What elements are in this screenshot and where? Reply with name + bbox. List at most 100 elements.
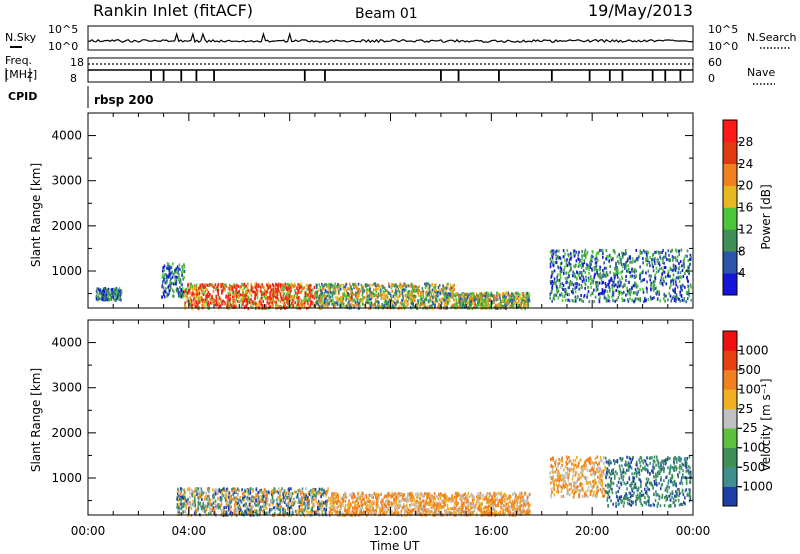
power-cell (432, 295, 435, 299)
velocity-cell (343, 493, 346, 497)
velocity-cell (305, 487, 307, 491)
velocity-cell (261, 491, 264, 495)
power-cell (489, 298, 492, 302)
velocity-cell (428, 508, 430, 512)
power-cell (411, 298, 414, 302)
power-cell (324, 283, 326, 287)
power-cell (658, 267, 661, 271)
power-cell (427, 286, 429, 290)
velocity-cell (268, 503, 271, 507)
velocity-cell (317, 492, 319, 496)
power-cell (488, 298, 491, 302)
power-cell (315, 286, 318, 290)
velocity-cell (520, 504, 523, 508)
velocity-cell (294, 500, 297, 504)
power-cell (165, 281, 168, 285)
power-cell (655, 286, 658, 290)
velocity-cell (297, 489, 300, 493)
velocity-cell (202, 506, 205, 510)
velocity-cell (316, 505, 319, 509)
velocity-cell (312, 494, 315, 498)
velocity-cell (466, 502, 469, 506)
power-cell (275, 295, 277, 299)
power-cell (424, 303, 427, 307)
power-cell (323, 298, 326, 302)
power-cell (401, 298, 403, 302)
power-cell (269, 290, 272, 294)
power-cell (649, 255, 651, 259)
velocity-cell (220, 501, 223, 505)
power-cell (181, 293, 184, 297)
velocity-cell (302, 492, 305, 496)
power-cell (689, 257, 692, 261)
power-cell (445, 299, 448, 303)
power-cell (471, 301, 474, 305)
power-cell (468, 300, 470, 304)
power-cell (195, 289, 198, 293)
power-cell (120, 291, 122, 295)
power-cell (614, 251, 616, 255)
power-cell (345, 289, 348, 293)
power-cell (181, 270, 184, 274)
velocity-cell (464, 500, 467, 504)
power-cell (442, 298, 445, 302)
power-cell (664, 265, 667, 269)
velocity-cell (406, 509, 409, 513)
velocity-cell (361, 494, 363, 498)
power-cell (588, 263, 591, 267)
power-cell (271, 301, 273, 305)
power-cell (590, 293, 592, 297)
power-cell (369, 287, 371, 291)
power-cell (654, 257, 656, 261)
power-cell (251, 305, 254, 309)
power-cell (446, 283, 448, 287)
power-cell (565, 271, 567, 275)
power-cell (654, 279, 656, 283)
power-cell (305, 292, 308, 296)
power-cell (273, 290, 276, 294)
velocity-cell (419, 507, 421, 511)
power-cell (302, 286, 305, 290)
power-cell (477, 303, 480, 307)
power-cell (410, 282, 413, 286)
velocity-cell (286, 495, 288, 499)
power-cell (378, 304, 380, 308)
power-cell (480, 296, 483, 300)
power-cell (652, 280, 655, 284)
power-cell (340, 299, 342, 303)
power-cell (679, 275, 682, 279)
power-cell (493, 305, 496, 309)
power-cell (460, 299, 463, 303)
power-cell (617, 275, 619, 279)
velocity-cell (275, 503, 278, 507)
power-cell (503, 296, 506, 300)
power-cell (115, 286, 118, 290)
power-cell (343, 291, 346, 295)
power-cell (380, 288, 383, 292)
power-cell (283, 286, 286, 290)
power-cell (682, 284, 684, 288)
velocity-cell (322, 509, 325, 513)
power-cell (590, 258, 592, 262)
velocity-cell (234, 505, 236, 509)
power-cell (272, 303, 274, 307)
power-cell (374, 283, 376, 287)
power-cell (352, 298, 355, 302)
power-cell (197, 298, 200, 302)
velocity-cell (384, 508, 386, 512)
power-cell (318, 296, 320, 300)
velocity-cell (206, 494, 209, 498)
power-cell (265, 294, 267, 298)
power-cell (377, 287, 379, 291)
power-cell (446, 297, 449, 301)
power-cell (409, 305, 412, 309)
velocity-cell (222, 514, 225, 518)
velocity-cell (184, 503, 186, 507)
velocity-cell (182, 502, 184, 506)
power-cell (352, 283, 355, 287)
power-cell (660, 281, 662, 285)
power-cell (118, 296, 120, 300)
power-cell (652, 285, 655, 289)
power-cell (240, 285, 242, 289)
velocity-cell (290, 514, 293, 518)
